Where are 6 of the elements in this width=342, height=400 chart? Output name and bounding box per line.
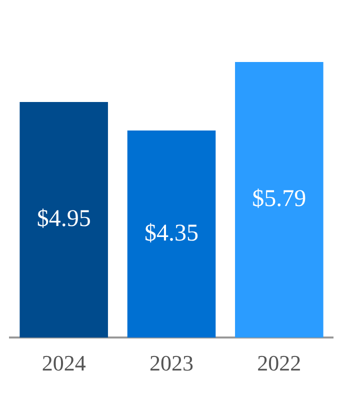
data-label: $4.95	[36, 206, 91, 232]
data-label: $4.35	[144, 220, 198, 246]
x-tick-label: 2024	[42, 350, 86, 376]
x-tick-label: 2023	[150, 350, 194, 376]
x-tick-label: 2022	[257, 350, 302, 376]
data-label: $5.79	[252, 186, 306, 212]
